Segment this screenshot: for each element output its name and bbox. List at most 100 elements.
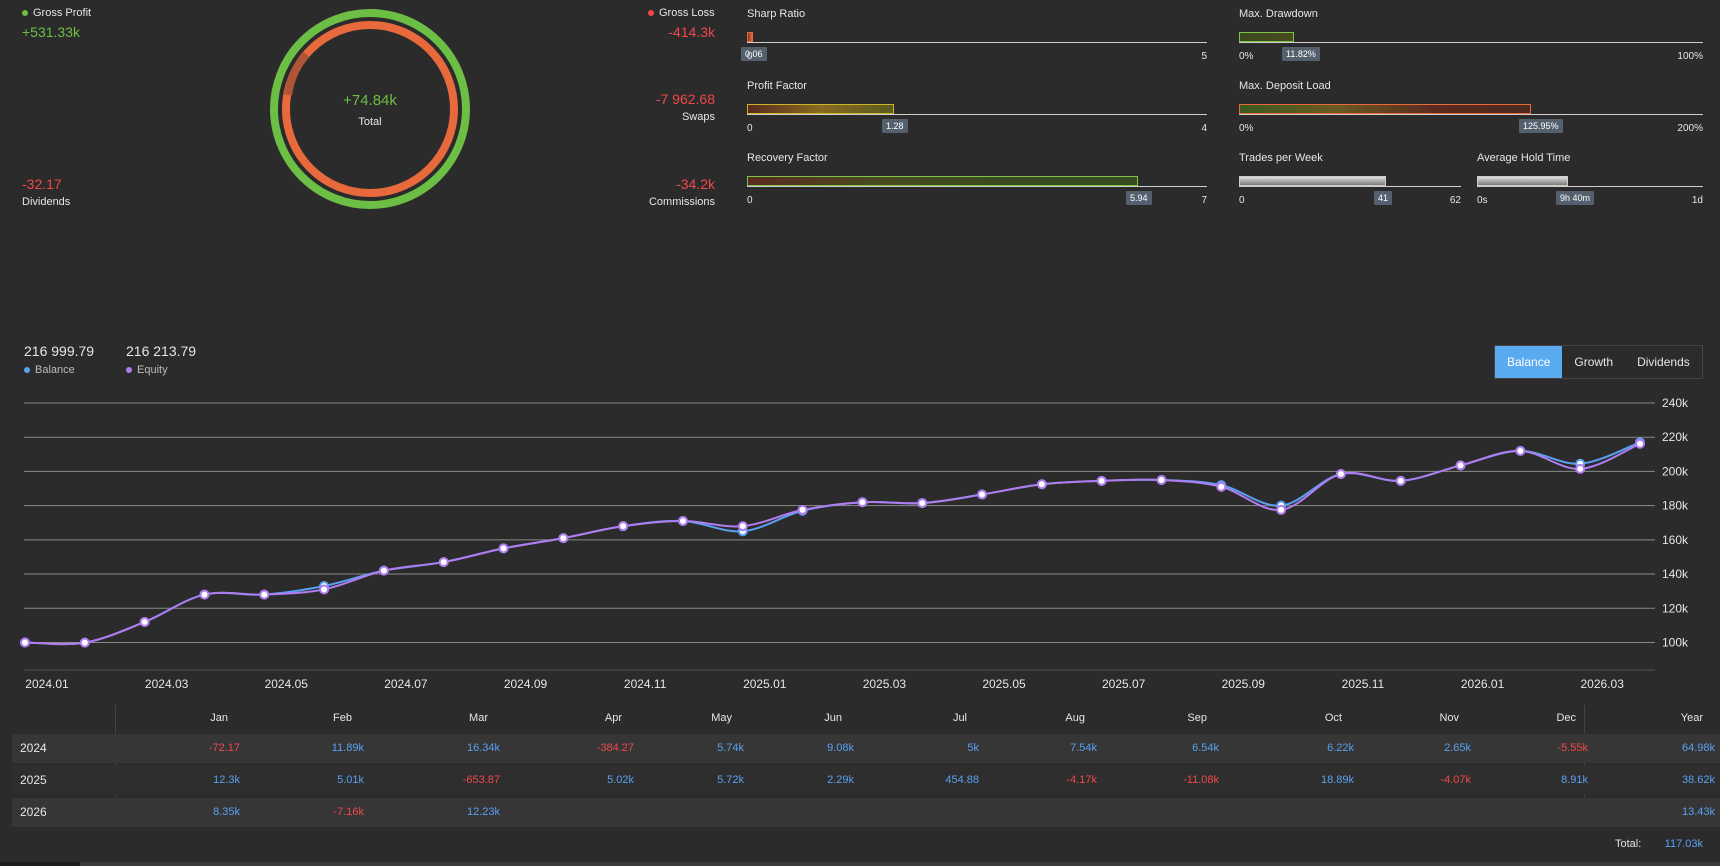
gross-profit-label: Gross Profit [22, 7, 91, 19]
table-header-may: May [711, 712, 732, 724]
metric-min: 0s [1477, 195, 1488, 206]
metric-value-badge: 1.28 [882, 119, 908, 133]
table-header-aug: Aug [1065, 712, 1085, 724]
equity-point [199, 589, 210, 600]
equity-point [797, 504, 808, 515]
x-tick-label: 2025.03 [863, 677, 907, 691]
table-header-sep: Sep [1187, 712, 1207, 724]
x-tick-label: 2026.01 [1461, 677, 1505, 691]
x-tick-label: 2025.11 [1342, 677, 1385, 691]
scrollbar-thumb[interactable] [80, 862, 1720, 866]
total-returns-label: Total: [1615, 838, 1642, 850]
equity-point [139, 616, 150, 627]
table-cell: 8.91k [1561, 774, 1588, 786]
metric-title: Sharp Ratio [747, 8, 806, 20]
table-cell: -11.08k [1183, 774, 1219, 786]
metric-max: 4 [1201, 123, 1207, 134]
metric-max: 5 [1201, 51, 1207, 62]
table-cell: 7.54k [1070, 742, 1097, 754]
x-tick-label: 2024.05 [265, 677, 309, 691]
metric-title: Max. Deposit Load [1239, 80, 1331, 92]
total-value: +74.84k [343, 92, 397, 109]
swaps-value: -7 962.68 [655, 91, 715, 107]
tab-dividends[interactable]: Dividends [1637, 355, 1690, 369]
table-cell: 11.89k [331, 742, 364, 754]
equity-point [1515, 445, 1526, 456]
equity-legend-value: 216 213.79 [126, 343, 197, 359]
table-cell: 6.54k [1192, 742, 1219, 754]
table-header-dec: Dec [1556, 712, 1576, 724]
metric-max-drawdown: Max. Drawdown 11.82% 0% 100% [1239, 8, 1703, 68]
metric-max: 1d [1691, 195, 1703, 206]
gross-loss-label: Gross Loss [648, 7, 715, 19]
metric-bar-fill [1239, 176, 1386, 186]
table-cell: 8.35k [213, 806, 240, 818]
gross-profit-dot [22, 10, 28, 17]
metric-track [747, 42, 1207, 43]
dividends-value: -32.17 [22, 176, 62, 192]
table-header-mar: Mar [469, 712, 488, 724]
equity-point [498, 543, 509, 554]
y-tick-label: 180k [1662, 499, 1689, 513]
equity-point [1096, 475, 1107, 486]
equity-point [1455, 460, 1466, 471]
metric-track [747, 114, 1207, 115]
table-year-total: 13.43k [1681, 806, 1715, 818]
metric-sharp-ratio: Sharp Ratio 0.06 0 5 [741, 8, 1207, 68]
equity-series-line [24, 442, 1641, 646]
equity-point [737, 521, 748, 532]
y-tick-label: 100k [1662, 635, 1689, 649]
x-tick-label: 2024.07 [384, 677, 428, 691]
metric-min: 0 [1239, 195, 1245, 206]
equity-point [977, 489, 988, 500]
balance-legend-value: 216 999.79 [24, 343, 95, 359]
tab-growth[interactable]: Growth [1574, 355, 1614, 369]
metric-title: Average Hold Time [1477, 152, 1571, 164]
equity-point [618, 521, 629, 532]
metric-min: 0 [747, 51, 753, 62]
metric-min: 0 [747, 195, 753, 206]
y-tick-label: 220k [1662, 430, 1689, 444]
table-header-year: Year [1680, 712, 1703, 724]
table-row: 2025 12.3k 5.01k -653.87 5.02k 5.72k 2.29k 454.… [12, 766, 1720, 795]
x-tick-label: 2024.01 [25, 677, 69, 691]
equity-point [1635, 438, 1645, 449]
equity-point [378, 565, 389, 576]
table-cell: 5.74k [717, 742, 744, 754]
table-cell: 5.02k [607, 774, 634, 786]
commissions-label: Commissions [648, 196, 715, 208]
equity-point [319, 584, 330, 595]
x-tick-label: 2025.05 [982, 677, 1026, 691]
metric-track [1239, 42, 1703, 43]
table-cell: 12.3k [213, 774, 240, 786]
total-label: Total [358, 116, 381, 128]
metric-title: Profit Factor [747, 80, 807, 92]
balance-series-line [24, 441, 1641, 646]
tab-balance[interactable]: Balance [1495, 346, 1563, 378]
metric-value-badge: 11.82% [1282, 47, 1320, 61]
table-cell: -7.16k [333, 806, 364, 818]
table-year-label: 2024 [20, 741, 47, 755]
equity-point [1395, 475, 1406, 486]
metric-min: 0 [747, 123, 753, 134]
table-header-apr: Apr [604, 712, 622, 724]
y-tick-label: 120k [1662, 601, 1689, 615]
metric-bar-fill [1477, 176, 1568, 186]
metric-trades-per-week: Trades per Week 41 0 62 [1239, 152, 1461, 212]
equity-point [259, 589, 270, 600]
table-header-jun: Jun [824, 712, 842, 724]
equity-legend-label: Equity [126, 364, 168, 376]
table-cell: 6.22k [1327, 742, 1354, 754]
equity-point [1216, 481, 1227, 492]
metric-value-badge: 125.95% [1519, 119, 1563, 133]
gross-loss-dot [648, 10, 654, 17]
equity-point [79, 637, 90, 648]
table-cell: -653.87 [462, 774, 500, 786]
metric-track [1477, 186, 1703, 187]
table-header-oct: Oct [1324, 712, 1342, 724]
metric-title: Trades per Week [1239, 152, 1323, 164]
gross-loss-value: -414.3k [668, 24, 715, 40]
metric-bar-fill [747, 104, 894, 114]
table-cell: 5.72k [717, 774, 744, 786]
table-cell: 18.89k [1320, 774, 1354, 786]
